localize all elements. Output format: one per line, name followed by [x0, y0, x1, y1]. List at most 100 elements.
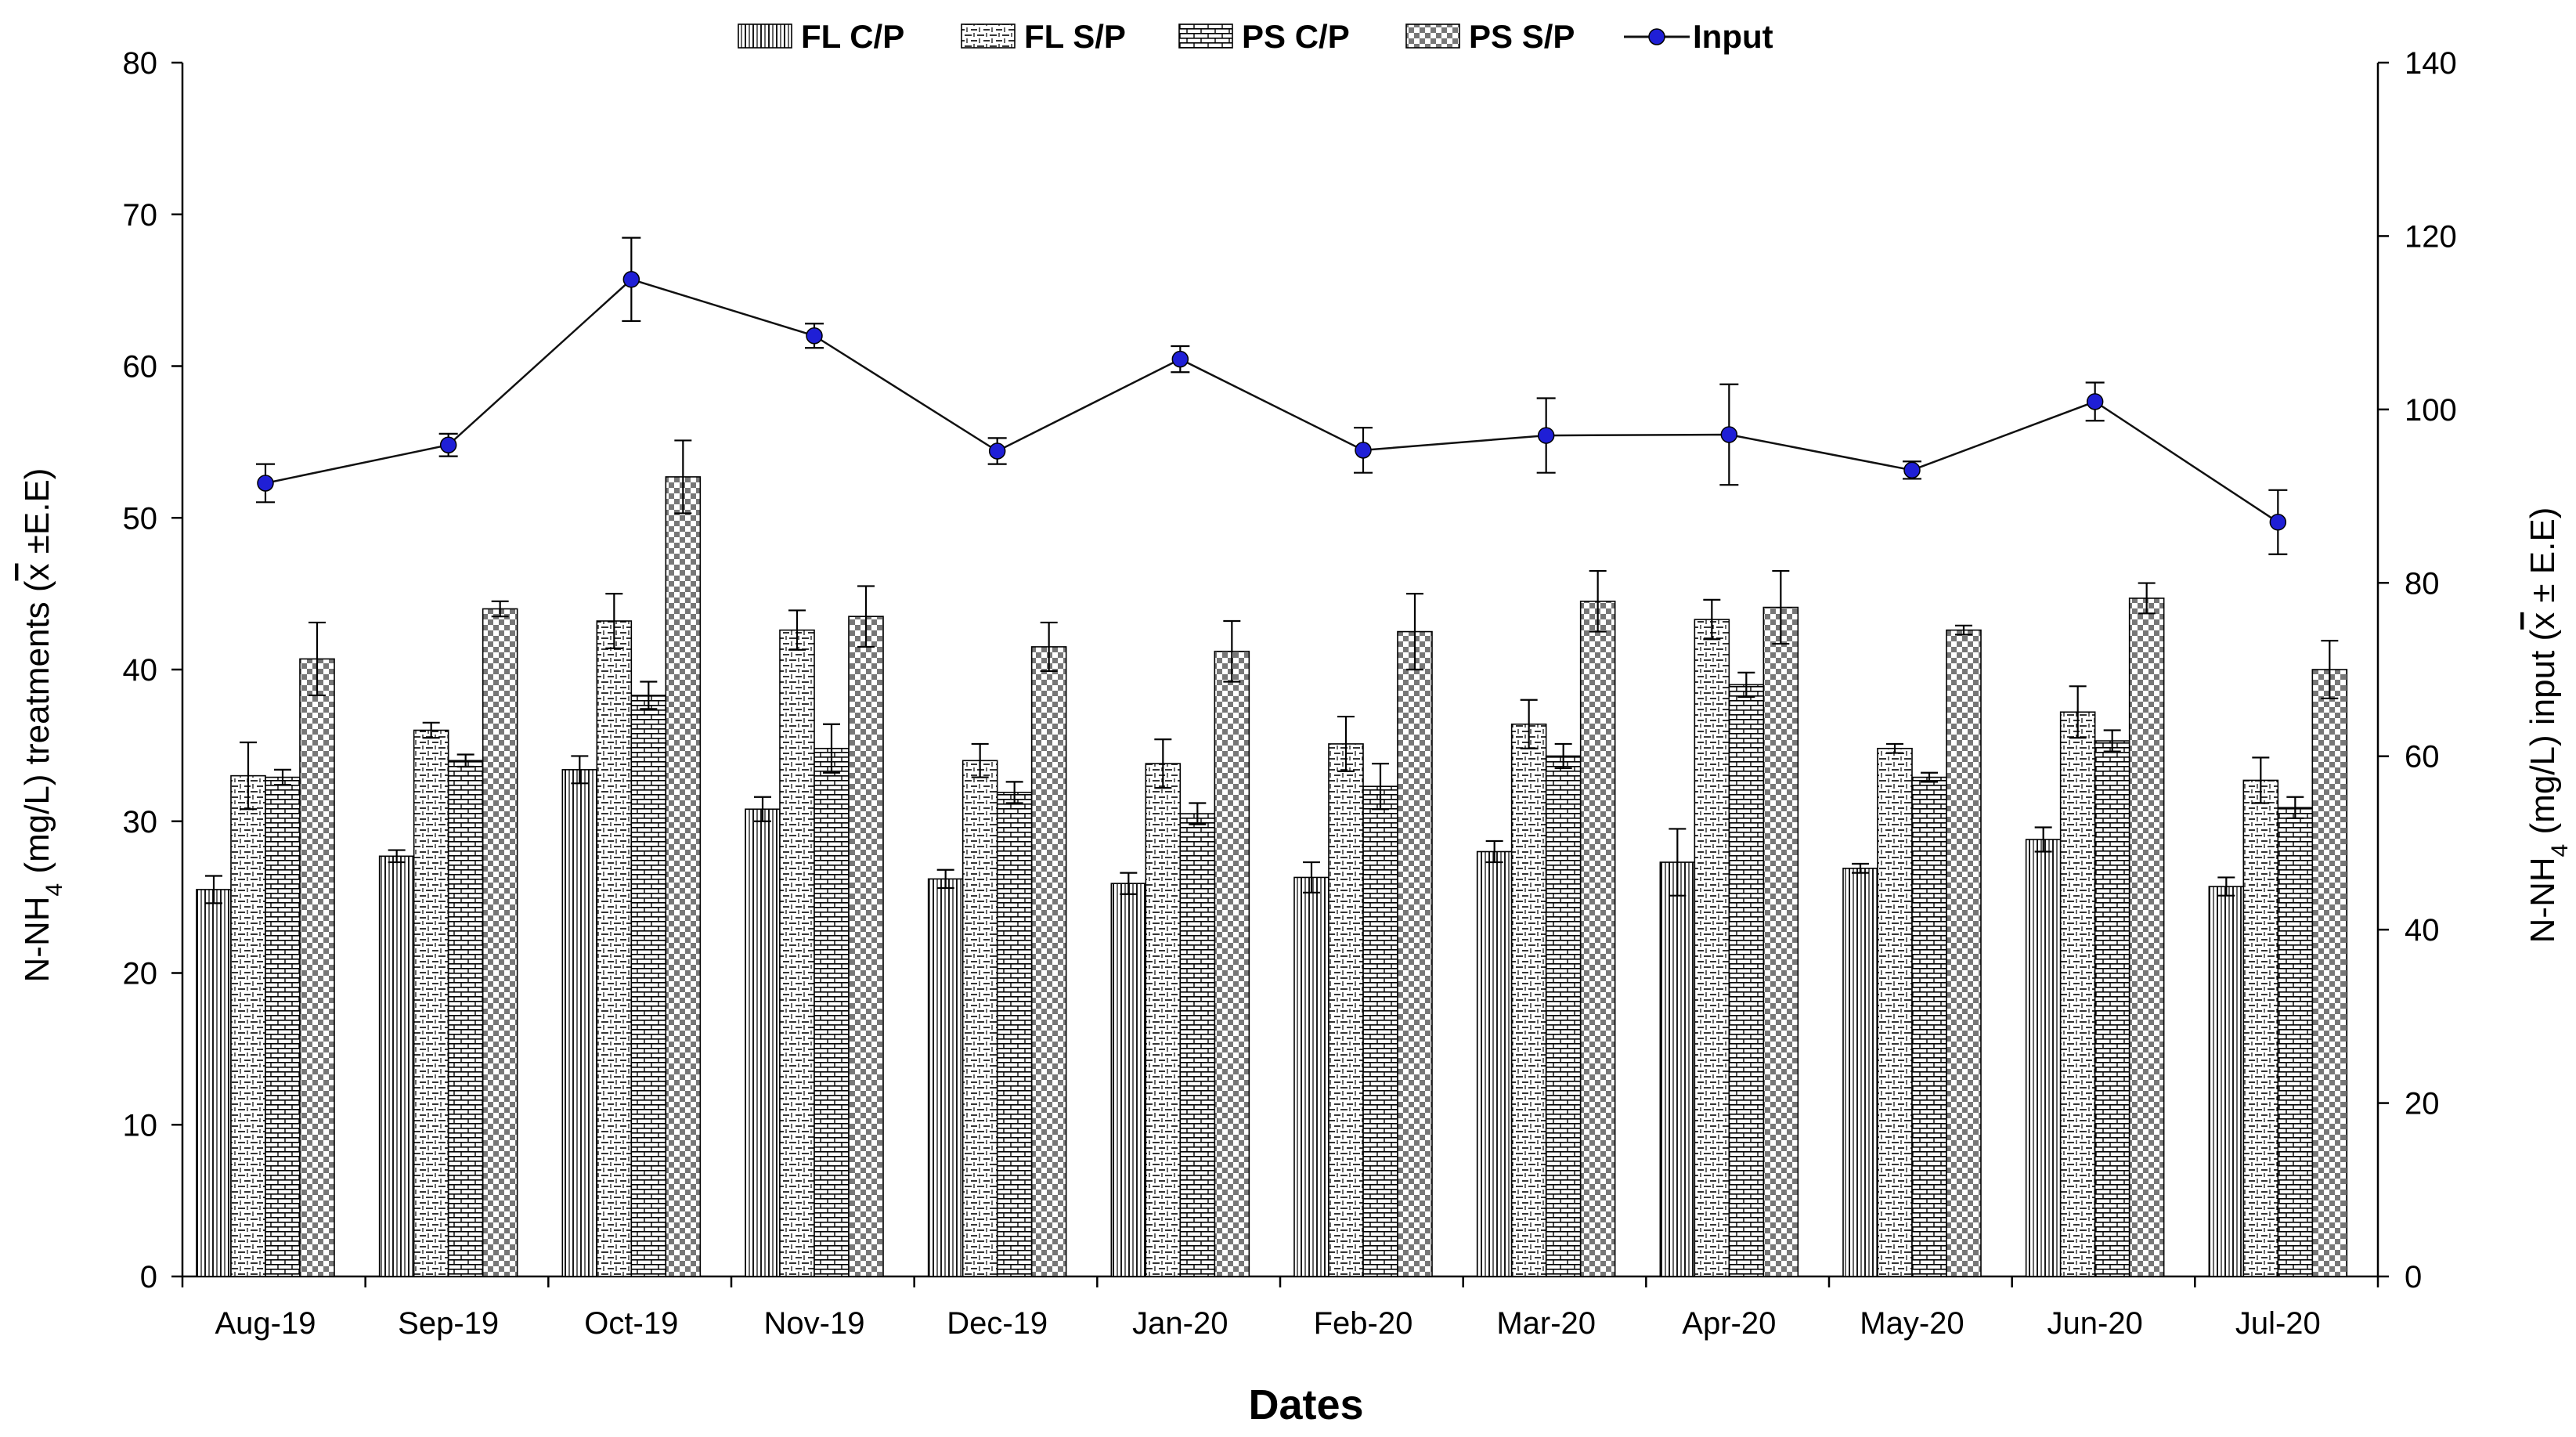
y-left-tick-label: 30 [123, 805, 158, 839]
y-left-tick-label: 0 [140, 1260, 157, 1294]
bar-fl-s-p-mar-20 [1510, 723, 1547, 1277]
legend: FL C/P FL S/P PS C/P PS S/P Input [738, 18, 1773, 55]
tick-labels: 0 10 20 30 40 50 60 70 80 0 20 40 60 80 100 120 140 Aug-1… [123, 46, 2457, 1341]
bar-ps-c-p-feb-20 [1362, 785, 1398, 1277]
bar-fl-c-p-sep-19 [378, 855, 415, 1277]
bar-ps-c-p-aug-19 [265, 776, 301, 1277]
y-right-tick-label: 0 [2405, 1260, 2422, 1294]
bar-fl-s-p-jan-20 [1145, 763, 1182, 1277]
bar-fl-c-p-mar-20 [1476, 850, 1513, 1277]
bar-fl-c-p-aug-19 [196, 889, 232, 1277]
input-series-line [265, 278, 2279, 523]
input-point-aug-19 [257, 475, 274, 492]
bar-ps-s-p-may-20 [1946, 629, 1982, 1277]
input-point-mar-20 [1537, 427, 1555, 444]
bar-ps-c-p-mar-20 [1545, 755, 1582, 1277]
y-left-tick-label: 10 [123, 1108, 158, 1143]
bar-fl-c-p-may-20 [1842, 868, 1878, 1277]
y-left-tick-label: 20 [123, 957, 158, 991]
legend-swatch-ps-s-p [1405, 23, 1460, 49]
legend-swatch-input-marker [1648, 28, 1665, 45]
x-axis-title: Dates [1248, 1381, 1363, 1428]
bar-ps-s-p-aug-19 [299, 658, 335, 1277]
bar-fl-s-p-jun-20 [2059, 711, 2096, 1277]
input-point-jun-20 [2086, 393, 2104, 410]
y-right-tick-label: 120 [2405, 219, 2457, 254]
legend-label: PS S/P [1469, 18, 1575, 55]
bar-fl-s-p-jul-20 [2242, 779, 2279, 1277]
y-right-tick-label: 80 [2405, 566, 2440, 601]
legend-label: FL S/P [1024, 18, 1126, 55]
legend-swatch-fl-s-p [961, 23, 1016, 49]
input-point-dec-19 [988, 442, 1006, 460]
bar-fl-c-p-oct-19 [561, 769, 598, 1277]
input-line-layer [256, 236, 2288, 555]
x-tick-label: Jul-20 [2235, 1306, 2321, 1341]
input-point-feb-20 [1355, 442, 1372, 459]
x-tick-label: Nov-19 [764, 1306, 865, 1341]
y-right-tick-label: 100 [2405, 393, 2457, 428]
bar-ps-s-p-feb-20 [1397, 630, 1433, 1277]
bar-fl-c-p-jan-20 [1110, 883, 1147, 1277]
bar-fl-c-p-apr-20 [1659, 861, 1696, 1277]
legend-swatch-ps-c-p [1178, 23, 1233, 49]
bar-fl-c-p-dec-19 [927, 878, 964, 1277]
bar-ps-c-p-jun-20 [2094, 740, 2130, 1277]
bar-fl-s-p-feb-20 [1328, 743, 1364, 1277]
legend-label: Input [1693, 18, 1773, 55]
bar-ps-s-p-jun-20 [2128, 598, 2165, 1277]
bar-ps-c-p-apr-20 [1728, 684, 1765, 1277]
y-left-tick-label: 80 [123, 46, 158, 81]
bar-series-layer [196, 439, 2348, 1277]
bar-ps-s-p-sep-19 [482, 608, 518, 1277]
input-point-jul-20 [2269, 514, 2287, 531]
input-point-sep-19 [439, 436, 457, 453]
y-left-tick-label: 60 [123, 350, 158, 385]
bar-fl-c-p-nov-19 [745, 808, 781, 1277]
y-right-tick-label: 60 [2405, 740, 2440, 774]
bar-fl-c-p-jun-20 [2025, 839, 2062, 1277]
bar-ps-c-p-may-20 [1911, 776, 1947, 1277]
bar-fl-s-p-may-20 [1877, 747, 1913, 1277]
x-tick-label: May-20 [1860, 1306, 1964, 1341]
bar-ps-c-p-oct-19 [630, 695, 667, 1277]
bar-fl-s-p-aug-19 [230, 774, 266, 1277]
y-left-tick-label: 70 [123, 198, 158, 233]
bar-ps-s-p-jul-20 [2311, 669, 2348, 1277]
bar-fl-c-p-jul-20 [2208, 886, 2245, 1277]
bar-ps-s-p-jan-20 [1214, 650, 1250, 1277]
y-right-tick-label: 20 [2405, 1087, 2440, 1121]
y-left-tick-label: 40 [123, 653, 158, 688]
bar-fl-s-p-oct-19 [596, 620, 633, 1277]
bar-ps-s-p-nov-19 [848, 616, 884, 1277]
input-point-nov-19 [806, 327, 823, 345]
bar-ps-c-p-nov-19 [814, 747, 850, 1277]
legend-label: PS C/P [1242, 18, 1350, 55]
y-axis-left-title: N-NH4 (mg/L) treatments (x ±E.E) [18, 468, 67, 983]
x-tick-label: Aug-19 [215, 1306, 316, 1341]
legend-label: FL C/P [801, 18, 904, 55]
y-right-tick-label: 140 [2405, 46, 2457, 81]
input-point-apr-20 [1720, 426, 1738, 443]
axes [171, 61, 2389, 1287]
y-right-tick-label: 40 [2405, 913, 2440, 948]
bar-fl-s-p-dec-19 [961, 760, 998, 1277]
y-axis-right-title: N-NH4 (mg/L) input (x ± E.E) [2524, 507, 2573, 944]
x-tick-label: Sep-19 [398, 1306, 499, 1341]
x-tick-label: Mar-20 [1496, 1306, 1596, 1341]
bar-ps-c-p-sep-19 [447, 760, 484, 1277]
x-tick-label: Oct-19 [584, 1306, 678, 1341]
x-tick-label: Apr-20 [1682, 1306, 1776, 1341]
bar-fl-c-p-feb-20 [1293, 876, 1329, 1277]
bar-ps-s-p-oct-19 [665, 476, 702, 1277]
input-point-may-20 [1903, 461, 1921, 479]
legend-swatch-fl-c-p [738, 23, 792, 49]
x-tick-label: Jun-20 [2047, 1306, 2143, 1341]
bar-fl-s-p-apr-20 [1694, 619, 1730, 1277]
input-point-oct-19 [622, 271, 640, 288]
bar-fl-s-p-sep-19 [413, 729, 449, 1277]
bar-ps-c-p-jul-20 [2277, 807, 2314, 1277]
bar-fl-s-p-nov-19 [779, 629, 815, 1277]
